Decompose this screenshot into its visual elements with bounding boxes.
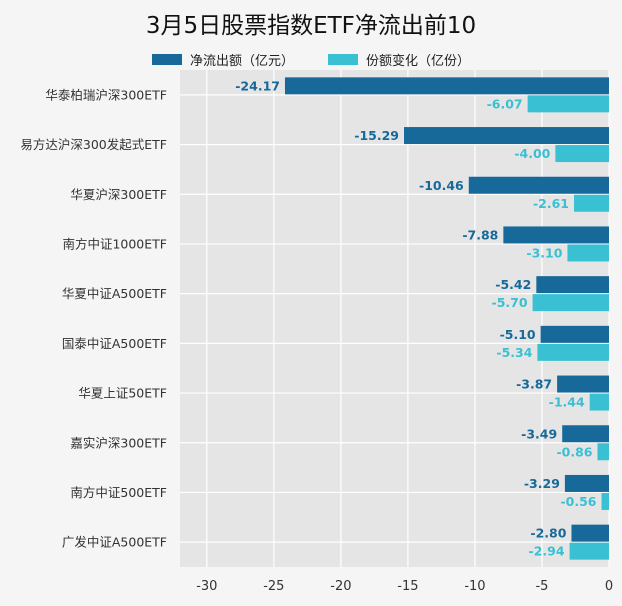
bar-series0-1 bbox=[404, 127, 609, 145]
bar-series0-7 bbox=[562, 425, 609, 443]
bar-series1-0 bbox=[527, 95, 609, 113]
x-tick-label-4: -10 bbox=[464, 579, 485, 594]
value-label-series1-5: -5.34 bbox=[496, 345, 532, 360]
category-label-6: 华夏上证50ETF bbox=[78, 386, 167, 401]
value-label-series0-3: -7.88 bbox=[462, 227, 498, 242]
legend-swatch-share-change bbox=[328, 53, 358, 65]
bar-series0-5 bbox=[540, 325, 609, 343]
category-label-9: 广发中证A500ETF bbox=[62, 535, 167, 550]
bar-series1-1 bbox=[555, 145, 609, 163]
legend-item-share-change: 份额变化（亿份） bbox=[328, 50, 470, 69]
bar-series1-5 bbox=[537, 343, 609, 361]
legend-label-outflow: 净流出额（亿元） bbox=[189, 53, 294, 69]
value-label-series0-8: -3.29 bbox=[524, 476, 560, 491]
category-label-7: 嘉实沪深300ETF bbox=[70, 435, 167, 450]
bar-series0-2 bbox=[468, 176, 609, 194]
value-label-series0-5: -5.10 bbox=[500, 327, 536, 342]
bar-series1-7 bbox=[597, 443, 609, 461]
value-label-series1-7: -0.86 bbox=[556, 444, 592, 459]
bar-series0-9 bbox=[571, 524, 609, 542]
chart-title: 3月5日股票指数ETF净流出前10 bbox=[145, 13, 477, 39]
value-label-series1-8: -0.56 bbox=[560, 494, 596, 509]
category-label-8: 南方中证500ETF bbox=[70, 485, 167, 500]
legend-item-outflow: 净流出额（亿元） bbox=[151, 50, 294, 69]
bar-series0-0 bbox=[284, 77, 609, 95]
x-tick-label-0: -30 bbox=[196, 579, 217, 594]
legend-label-share-change: 份额变化（亿份） bbox=[366, 53, 471, 69]
legend: 净流出额（亿元） 份额变化（亿份） bbox=[0, 50, 622, 69]
value-label-series0-0: -24.17 bbox=[235, 78, 280, 93]
value-label-series1-1: -4.00 bbox=[514, 146, 550, 161]
bar-series1-6 bbox=[589, 393, 609, 411]
category-label-0: 华泰柏瑞沪深300ETF bbox=[45, 87, 167, 102]
bar-series1-2 bbox=[574, 194, 609, 212]
value-label-series1-3: -3.10 bbox=[526, 245, 562, 260]
value-label-series0-7: -3.49 bbox=[521, 426, 557, 441]
bar-series1-8 bbox=[601, 492, 609, 510]
x-tick-label-6: 0 bbox=[605, 579, 613, 594]
value-label-series0-4: -5.42 bbox=[495, 277, 531, 292]
category-label-3: 南方中证1000ETF bbox=[62, 236, 167, 251]
bar-series0-4 bbox=[536, 276, 609, 294]
category-label-5: 国泰中证A500ETF bbox=[62, 336, 167, 351]
bar-series0-6 bbox=[557, 375, 609, 393]
bar-series0-3 bbox=[503, 226, 609, 244]
bar-series1-9 bbox=[569, 542, 609, 560]
plot-area bbox=[180, 70, 609, 567]
category-label-2: 华夏沪深300ETF bbox=[70, 187, 167, 202]
value-label-series1-2: -2.61 bbox=[533, 196, 569, 211]
x-tick-label-5: -5 bbox=[535, 579, 548, 594]
category-label-4: 华夏中证A500ETF bbox=[62, 286, 167, 301]
value-label-series1-0: -6.07 bbox=[487, 96, 523, 111]
value-label-series0-1: -15.29 bbox=[354, 128, 399, 143]
bar-series0-8 bbox=[564, 474, 609, 492]
legend-swatch-outflow bbox=[151, 53, 182, 65]
value-label-series1-9: -2.94 bbox=[529, 544, 565, 559]
x-tick-label-3: -15 bbox=[397, 579, 418, 594]
value-label-series1-4: -5.70 bbox=[492, 295, 528, 310]
x-tick-label-1: -25 bbox=[263, 579, 284, 594]
bar-series1-4 bbox=[532, 294, 609, 312]
x-tick-label-2: -20 bbox=[330, 579, 351, 594]
value-label-series0-6: -3.87 bbox=[516, 377, 552, 392]
category-label-1: 易方达沪深300发起式ETF bbox=[20, 137, 167, 152]
value-label-series0-2: -10.46 bbox=[419, 178, 464, 193]
value-label-series0-9: -2.80 bbox=[530, 526, 566, 541]
value-label-series1-6: -1.44 bbox=[549, 395, 585, 410]
bar-series1-3 bbox=[567, 244, 609, 262]
